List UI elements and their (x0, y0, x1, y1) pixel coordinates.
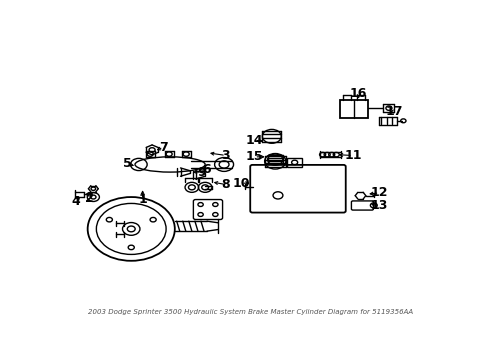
Text: 2003 Dodge Sprinter 3500 Hydraulic System Brake Master Cylinder Diagram for 5119: 2003 Dodge Sprinter 3500 Hydraulic Syste… (88, 309, 412, 315)
Text: 5: 5 (123, 157, 132, 170)
Text: 2: 2 (85, 192, 94, 205)
Text: 1: 1 (138, 193, 147, 206)
Text: 9: 9 (197, 166, 205, 179)
Bar (339, 100, 367, 118)
Text: 13: 13 (370, 199, 387, 212)
Text: 11: 11 (344, 149, 361, 162)
Text: 7: 7 (159, 141, 167, 154)
Text: 15: 15 (245, 150, 263, 163)
Text: 12: 12 (370, 186, 387, 199)
Text: 8: 8 (221, 178, 230, 191)
Text: 3: 3 (221, 149, 230, 162)
Text: 16: 16 (349, 87, 366, 100)
Text: 17: 17 (385, 105, 403, 118)
Text: 6: 6 (203, 163, 211, 176)
Text: 14: 14 (245, 134, 263, 147)
Text: 4: 4 (72, 195, 81, 208)
Bar (286, 158, 302, 167)
Text: 10: 10 (232, 177, 249, 190)
